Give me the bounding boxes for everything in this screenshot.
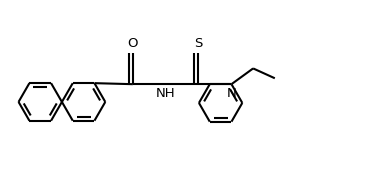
Text: S: S <box>194 37 202 50</box>
Text: N: N <box>227 87 236 100</box>
Text: O: O <box>128 37 138 50</box>
Text: NH: NH <box>156 87 175 100</box>
